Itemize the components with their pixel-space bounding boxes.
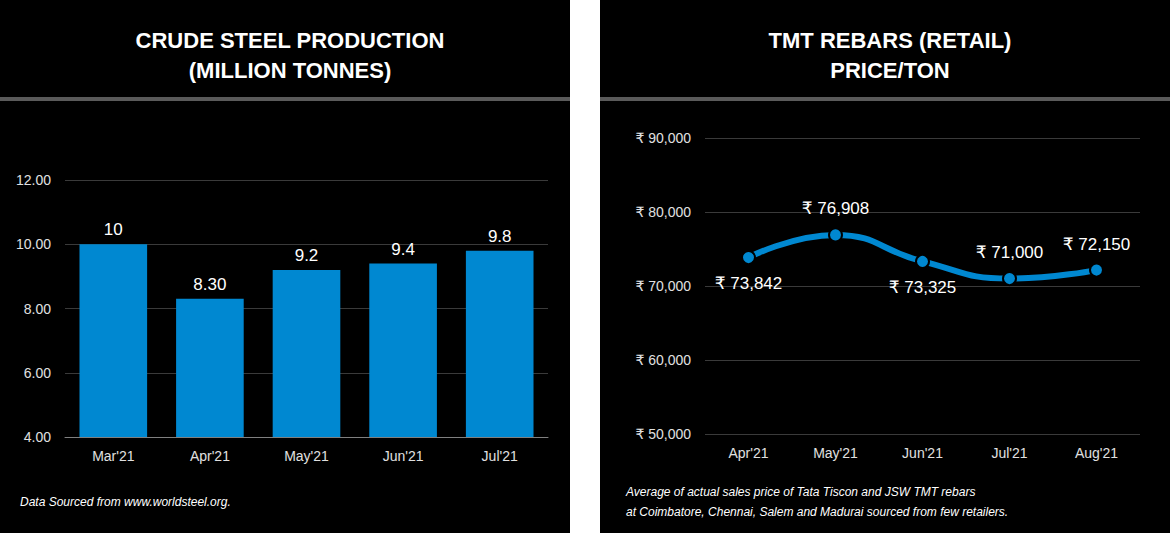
svg-text:10.00: 10.00 <box>16 236 51 252</box>
svg-text:CRUDE STEEL PRODUCTION: CRUDE STEEL PRODUCTION <box>136 28 445 53</box>
svg-text:₹ 76,908: ₹ 76,908 <box>802 199 870 218</box>
svg-text:PRICE/TON: PRICE/TON <box>830 58 949 83</box>
svg-text:₹ 73,842: ₹ 73,842 <box>715 274 783 293</box>
svg-text:at Coimbatore, Chennai, Salem: at Coimbatore, Chennai, Salem and Madura… <box>626 505 1008 519</box>
svg-text:8.00: 8.00 <box>24 301 51 317</box>
svg-text:₹ 60,000: ₹ 60,000 <box>635 352 691 368</box>
svg-text:Jun'21: Jun'21 <box>383 448 424 464</box>
svg-text:₹ 80,000: ₹ 80,000 <box>635 204 691 220</box>
svg-text:₹ 50,000: ₹ 50,000 <box>635 426 691 442</box>
svg-text:9.4: 9.4 <box>391 240 415 259</box>
svg-text:4.00: 4.00 <box>24 429 51 445</box>
svg-text:Mar'21: Mar'21 <box>92 448 135 464</box>
svg-text:10: 10 <box>104 220 123 239</box>
svg-text:Apr'21: Apr'21 <box>728 445 768 461</box>
svg-text:Jun'21: Jun'21 <box>902 445 943 461</box>
svg-text:₹ 90,000: ₹ 90,000 <box>635 130 691 146</box>
svg-text:Aug'21: Aug'21 <box>1075 445 1118 461</box>
svg-text:Data Sourced from www.worldste: Data Sourced from www.worldsteel.org. <box>20 495 231 509</box>
svg-text:May'21: May'21 <box>284 448 329 464</box>
svg-text:6.00: 6.00 <box>24 365 51 381</box>
svg-text:₹ 71,000: ₹ 71,000 <box>976 243 1044 262</box>
svg-text:9.8: 9.8 <box>488 227 512 246</box>
svg-text:₹ 70,000: ₹ 70,000 <box>635 278 691 294</box>
svg-text:₹ 72,150: ₹ 72,150 <box>1063 235 1131 254</box>
svg-text:9.2: 9.2 <box>295 246 319 265</box>
svg-text:Jul'21: Jul'21 <box>991 445 1027 461</box>
svg-text:12.00: 12.00 <box>16 172 51 188</box>
svg-text:₹ 73,325: ₹ 73,325 <box>889 278 957 297</box>
svg-text:May'21: May'21 <box>813 445 858 461</box>
svg-text:8.30: 8.30 <box>193 275 226 294</box>
svg-text:(MILLION TONNES): (MILLION TONNES) <box>189 58 391 83</box>
svg-text:Average of actual sales price: Average of actual sales price of Tata Ti… <box>625 485 975 499</box>
svg-text:TMT REBARS (RETAIL): TMT REBARS (RETAIL) <box>769 28 1012 53</box>
svg-text:Apr'21: Apr'21 <box>190 448 230 464</box>
svg-text:Jul'21: Jul'21 <box>482 448 518 464</box>
